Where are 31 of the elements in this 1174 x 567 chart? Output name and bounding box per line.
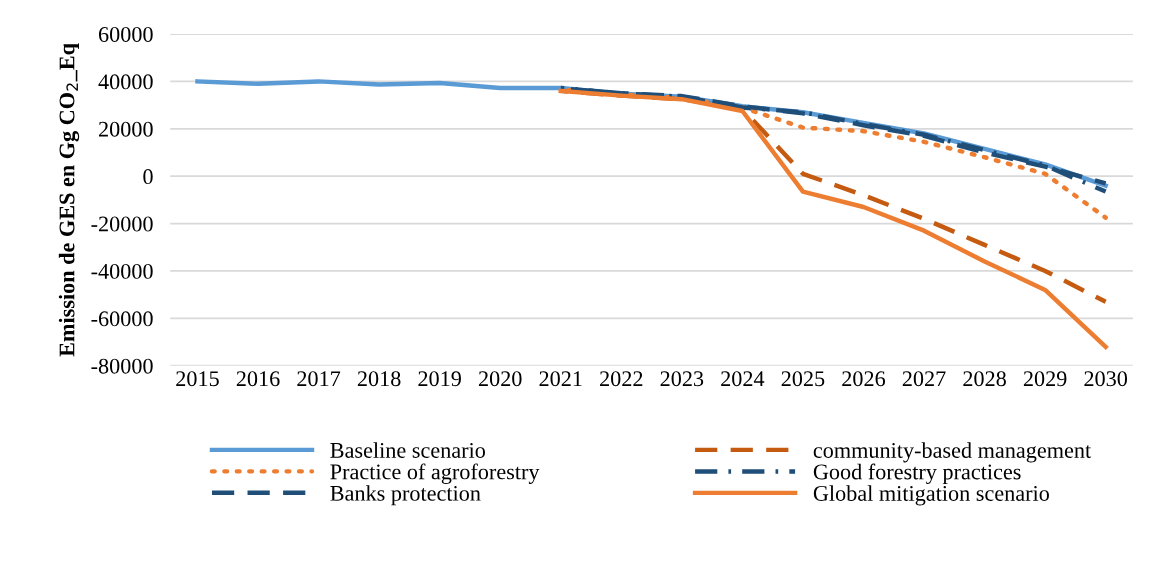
legend-label: Banks protection — [330, 485, 481, 506]
x-tick-label: 2030 — [1084, 371, 1128, 387]
y-tick-label: 0 — [143, 169, 153, 185]
x-tick-label: 2024 — [721, 371, 765, 387]
y-tick-label: -60000 — [91, 311, 153, 327]
x-tick-label: 2016 — [236, 371, 280, 387]
legend-label: Baseline scenario — [330, 442, 486, 458]
x-tick-label: 2023 — [660, 371, 704, 387]
x-tick-label: 2028 — [963, 371, 1006, 387]
x-tick-label: 2021 — [539, 371, 582, 387]
y-tick-label: 60000 — [98, 26, 153, 42]
x-tick-label: 2018 — [357, 371, 401, 387]
x-tick-label: 2025 — [781, 371, 825, 387]
y-axis-title: Emission de GES en Gg CO$_{2}$_Eq — [58, 43, 80, 357]
x-tick-label: 2029 — [1023, 371, 1067, 387]
x-tick-label: 2022 — [600, 371, 643, 387]
legend-label: community-based management — [813, 442, 1092, 463]
y-tick-label: -20000 — [91, 216, 153, 232]
x-tick-label: 2015 — [176, 371, 219, 387]
legend-label: Good forestry practices — [813, 463, 1021, 485]
y-tick-label: -40000 — [91, 263, 153, 279]
x-tick-label: 2027 — [902, 371, 946, 387]
y-tick-label: 40000 — [98, 74, 153, 90]
y-tick-label: 20000 — [98, 121, 153, 137]
x-tick-label: 2017 — [297, 371, 341, 387]
x-tick-label: 2026 — [842, 371, 886, 387]
legend-label: Global mitigation scenario — [813, 485, 1049, 506]
y-tick-label: -80000 — [91, 358, 153, 374]
legend-label: Practice of agroforestry — [330, 463, 540, 484]
x-tick-label: 2020 — [478, 371, 522, 387]
x-tick-label: 2019 — [418, 371, 461, 387]
